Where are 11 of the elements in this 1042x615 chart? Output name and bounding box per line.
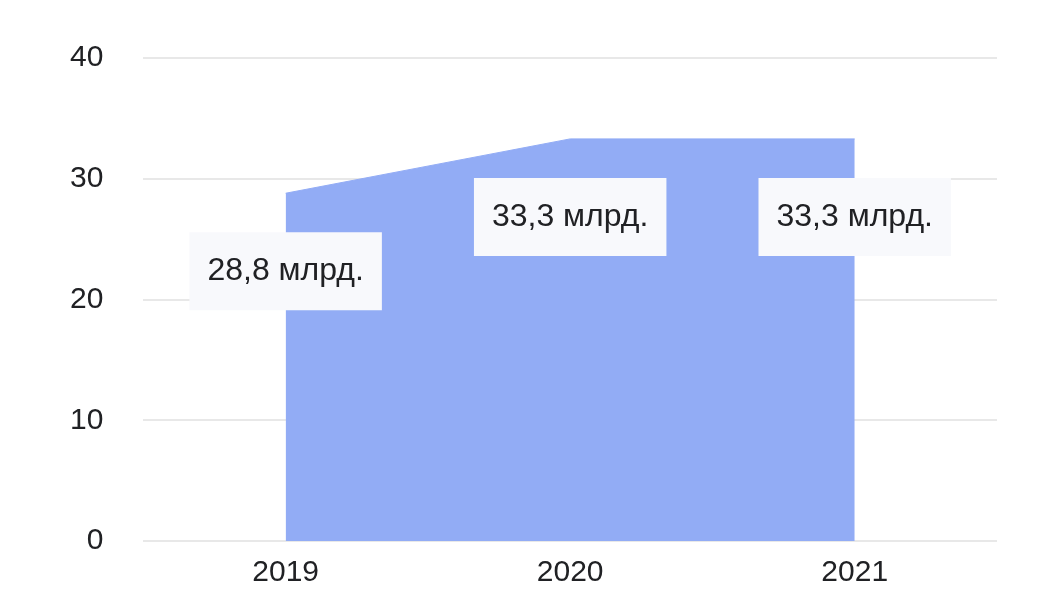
data-label: 28,8 млрд. <box>207 251 364 288</box>
data-label: 33,3 млрд. <box>776 196 933 233</box>
y-tick-label: 40 <box>69 39 104 73</box>
y-tick-label: 30 <box>69 160 104 194</box>
x-tick-label: 2021 <box>821 554 889 588</box>
y-tick-label: 10 <box>69 401 104 435</box>
y-tick-label: 20 <box>69 280 104 314</box>
y-tick-label: 0 <box>86 522 104 556</box>
x-tick-label: 2020 <box>536 554 604 588</box>
data-label: 33,3 млрд. <box>491 196 649 233</box>
x-tick-label: 2019 <box>252 554 320 588</box>
